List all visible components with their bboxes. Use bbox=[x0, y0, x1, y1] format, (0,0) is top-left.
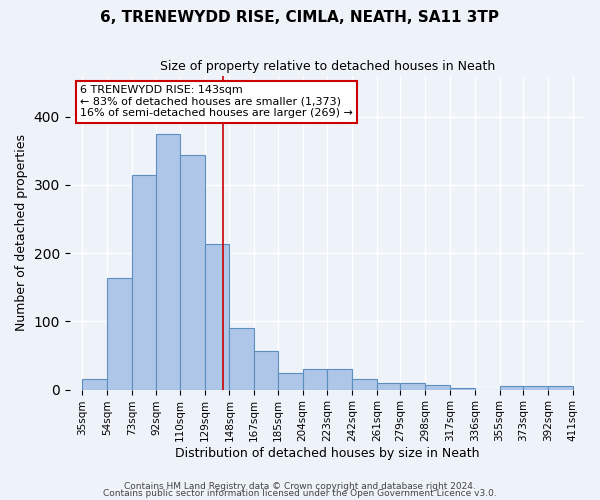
Bar bbox=[328, 369, 352, 390]
Bar bbox=[450, 388, 475, 390]
Y-axis label: Number of detached properties: Number of detached properties bbox=[15, 134, 28, 331]
Bar bbox=[157, 134, 180, 390]
Bar bbox=[425, 385, 450, 390]
Bar bbox=[131, 175, 157, 390]
Bar bbox=[352, 378, 377, 390]
Text: Contains HM Land Registry data © Crown copyright and database right 2024.: Contains HM Land Registry data © Crown c… bbox=[124, 482, 476, 491]
Bar bbox=[278, 372, 302, 390]
Bar bbox=[302, 369, 328, 390]
X-axis label: Distribution of detached houses by size in Neath: Distribution of detached houses by size … bbox=[175, 447, 479, 460]
Text: 6 TRENEWYDD RISE: 143sqm
← 83% of detached houses are smaller (1,373)
16% of sem: 6 TRENEWYDD RISE: 143sqm ← 83% of detach… bbox=[80, 85, 353, 118]
Bar bbox=[500, 386, 523, 390]
Bar bbox=[400, 384, 425, 390]
Bar bbox=[377, 383, 400, 390]
Bar bbox=[523, 386, 548, 390]
Bar bbox=[229, 328, 254, 390]
Bar bbox=[82, 378, 107, 390]
Text: 6, TRENEWYDD RISE, CIMLA, NEATH, SA11 3TP: 6, TRENEWYDD RISE, CIMLA, NEATH, SA11 3T… bbox=[101, 10, 499, 25]
Title: Size of property relative to detached houses in Neath: Size of property relative to detached ho… bbox=[160, 60, 495, 73]
Bar bbox=[548, 386, 572, 390]
Bar bbox=[180, 154, 205, 390]
Text: Contains public sector information licensed under the Open Government Licence v3: Contains public sector information licen… bbox=[103, 489, 497, 498]
Bar bbox=[254, 352, 278, 390]
Bar bbox=[107, 278, 131, 390]
Bar bbox=[205, 244, 229, 390]
